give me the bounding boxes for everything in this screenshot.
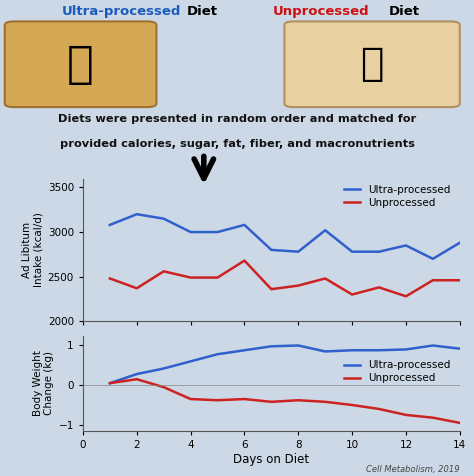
Text: Diet: Diet — [187, 5, 218, 19]
FancyBboxPatch shape — [5, 21, 156, 107]
X-axis label: Days on Diet: Days on Diet — [233, 453, 310, 466]
Text: 🍽: 🍽 — [360, 45, 384, 83]
Text: 🍔: 🍔 — [67, 43, 94, 86]
Text: provided calories, sugar, fat, fiber, and macronutrients: provided calories, sugar, fat, fiber, an… — [60, 139, 414, 149]
Legend: Ultra-processed, Unprocessed: Ultra-processed, Unprocessed — [340, 181, 455, 212]
Text: Ultra-processed: Ultra-processed — [62, 5, 181, 19]
Text: Diets were presented in random order and matched for: Diets were presented in random order and… — [58, 114, 416, 124]
Text: Cell Metabolism, 2019: Cell Metabolism, 2019 — [366, 465, 460, 474]
Y-axis label: Body Weight
Change (kg): Body Weight Change (kg) — [33, 350, 55, 416]
Y-axis label: Ad Libitum
Intake (kcal/d): Ad Libitum Intake (kcal/d) — [22, 212, 44, 288]
Text: Unprocessed: Unprocessed — [273, 5, 369, 19]
Legend: Ultra-processed, Unprocessed: Ultra-processed, Unprocessed — [340, 356, 455, 387]
FancyBboxPatch shape — [284, 21, 460, 107]
Text: Diet: Diet — [389, 5, 419, 19]
